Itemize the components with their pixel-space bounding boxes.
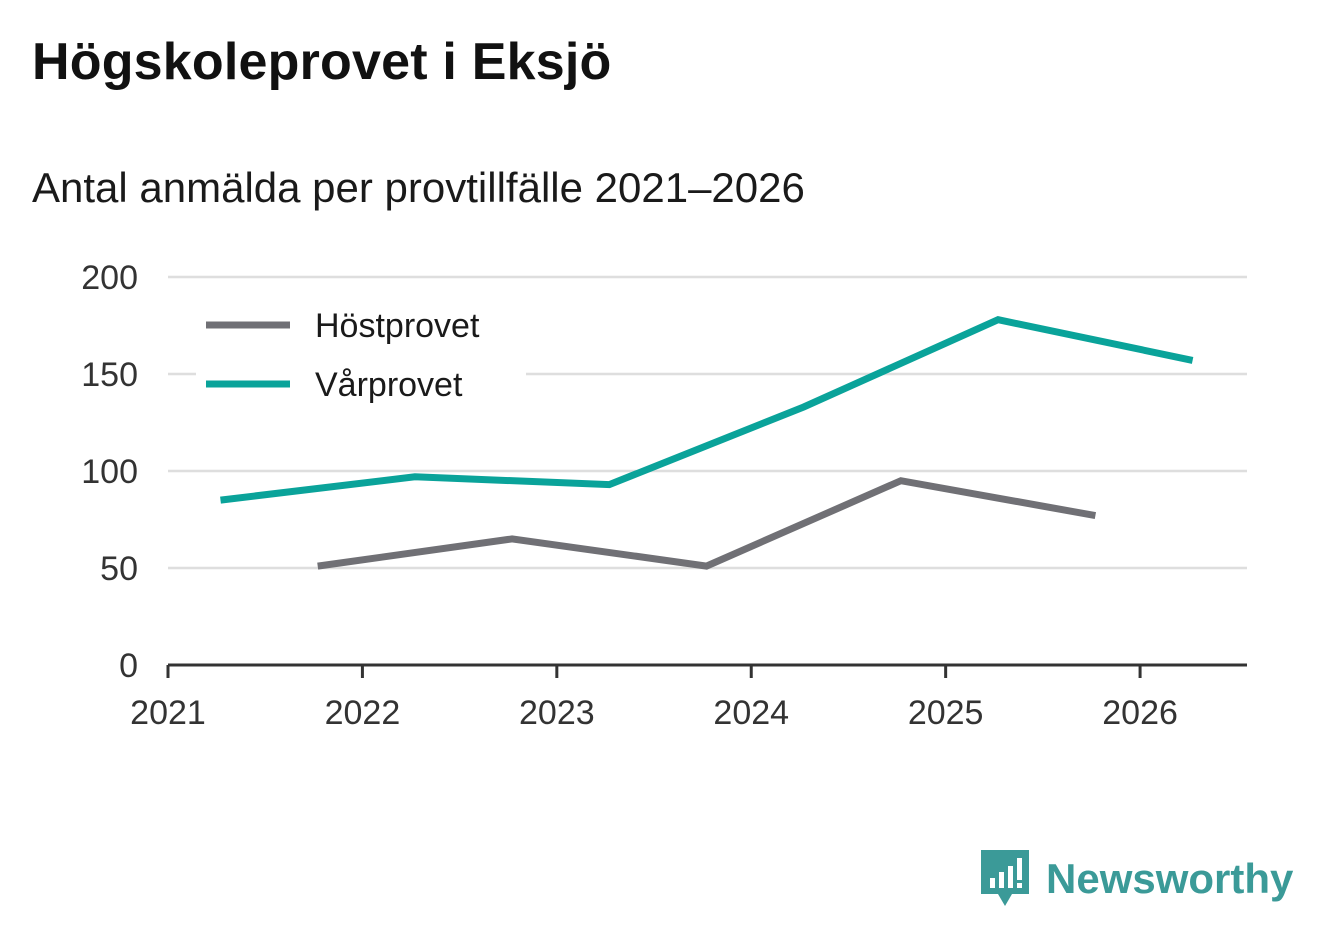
x-tick-label: 2021 [130, 694, 206, 732]
brand-name: Newsworthy [1046, 855, 1294, 902]
series-line-varprovet [220, 316, 1194, 504]
series-line-hostprovet [317, 477, 1097, 570]
y-tick-label: 0 [119, 647, 138, 685]
legend: Höstprovet Vårprovet [196, 296, 526, 416]
y-tick-label: 100 [81, 453, 138, 491]
legend-label: Vårprovet [315, 366, 463, 404]
x-axis: 2021 2022 2023 2024 2025 2026 [130, 663, 1247, 732]
series-lines [220, 316, 1194, 570]
x-tick-label: 2022 [325, 694, 401, 732]
y-axis-labels: 0 50 100 150 200 [81, 259, 138, 685]
chart-title: Högskoleprovet i Eksjö [32, 33, 612, 91]
y-tick-label: 50 [100, 550, 138, 588]
x-tick-label: 2025 [908, 694, 984, 732]
legend-background [196, 296, 526, 416]
legend-label: Höstprovet [315, 307, 480, 345]
x-tick-label: 2026 [1102, 694, 1178, 732]
x-tick-label: 2024 [713, 694, 789, 732]
chart-subtitle: Antal anmälda per provtillfälle 2021–202… [32, 164, 805, 211]
newsworthy-brand: Newsworthy [978, 848, 1293, 910]
newsworthy-logo-icon [981, 850, 1029, 906]
x-tick-label: 2023 [519, 694, 595, 732]
y-tick-label: 150 [81, 356, 138, 394]
y-tick-label: 200 [81, 259, 138, 297]
